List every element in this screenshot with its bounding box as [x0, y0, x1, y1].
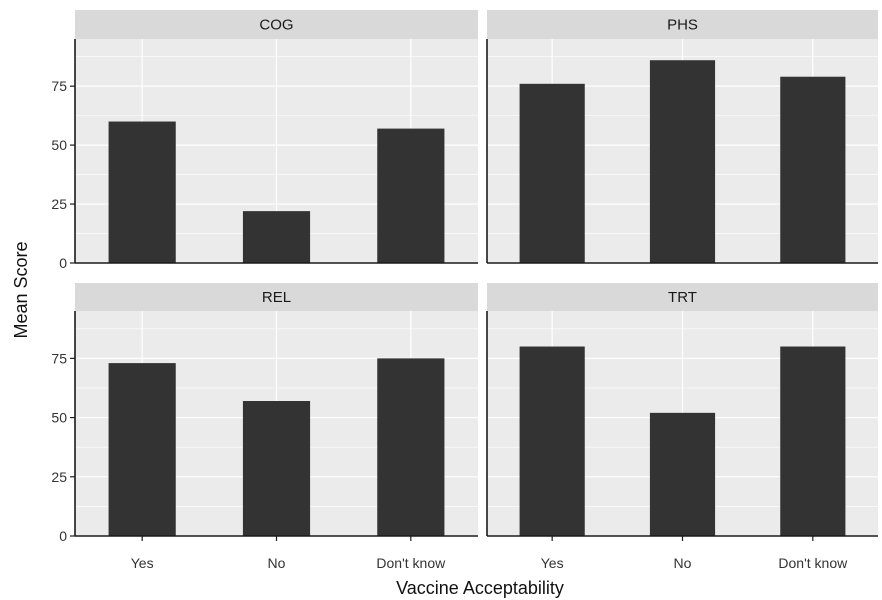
- facet-title: COG: [259, 17, 293, 34]
- facet-strip: [487, 283, 878, 311]
- bar-don-t-know: [780, 76, 846, 263]
- bar-don-t-know: [780, 346, 846, 536]
- bar-yes: [108, 363, 176, 536]
- facet-title: REL: [262, 289, 291, 306]
- bar-don-t-know: [377, 358, 445, 536]
- bar-no: [242, 211, 311, 263]
- facet-strip: [75, 283, 478, 311]
- y-tick-label: 50: [51, 137, 67, 153]
- bar-no: [649, 60, 716, 263]
- facet-strip: [487, 10, 878, 39]
- y-axis-title: Mean Score: [11, 241, 31, 338]
- facet-title: TRT: [668, 289, 697, 306]
- facet-panel-rel: REL 0 25 50 75 Yes No Don't know: [51, 283, 478, 571]
- y-tick-label: 25: [51, 196, 67, 212]
- y-tick-label: 75: [51, 78, 67, 94]
- bar-no: [242, 401, 311, 536]
- x-tick-label: No: [268, 555, 286, 571]
- x-tick-label: No: [674, 555, 692, 571]
- facet-panel-phs: PHS: [486, 10, 878, 264]
- facet-strip: [75, 10, 478, 39]
- y-tick-label: 75: [51, 350, 67, 366]
- x-tick-label: Yes: [131, 555, 154, 571]
- x-axis-title: Vaccine Acceptability: [396, 578, 564, 598]
- y-tick-label: 0: [59, 528, 67, 544]
- y-tick-label: 25: [51, 469, 67, 485]
- y-tick-label: 50: [51, 410, 67, 426]
- bar-don-t-know: [377, 128, 445, 263]
- bar-no: [649, 412, 716, 536]
- bar-yes: [108, 121, 176, 264]
- facet-panel-cog: COG 0 25 50 75: [51, 10, 478, 271]
- y-tick-label: 0: [59, 255, 67, 271]
- x-tick-label: Don't know: [376, 555, 446, 571]
- facet-title: PHS: [667, 17, 698, 34]
- bar-yes: [519, 83, 585, 263]
- x-tick-label: Yes: [541, 555, 564, 571]
- bar-yes: [519, 346, 585, 536]
- facet-panel-trt: TRT Yes No Don't know: [486, 283, 878, 571]
- x-tick-label: Don't know: [778, 555, 848, 571]
